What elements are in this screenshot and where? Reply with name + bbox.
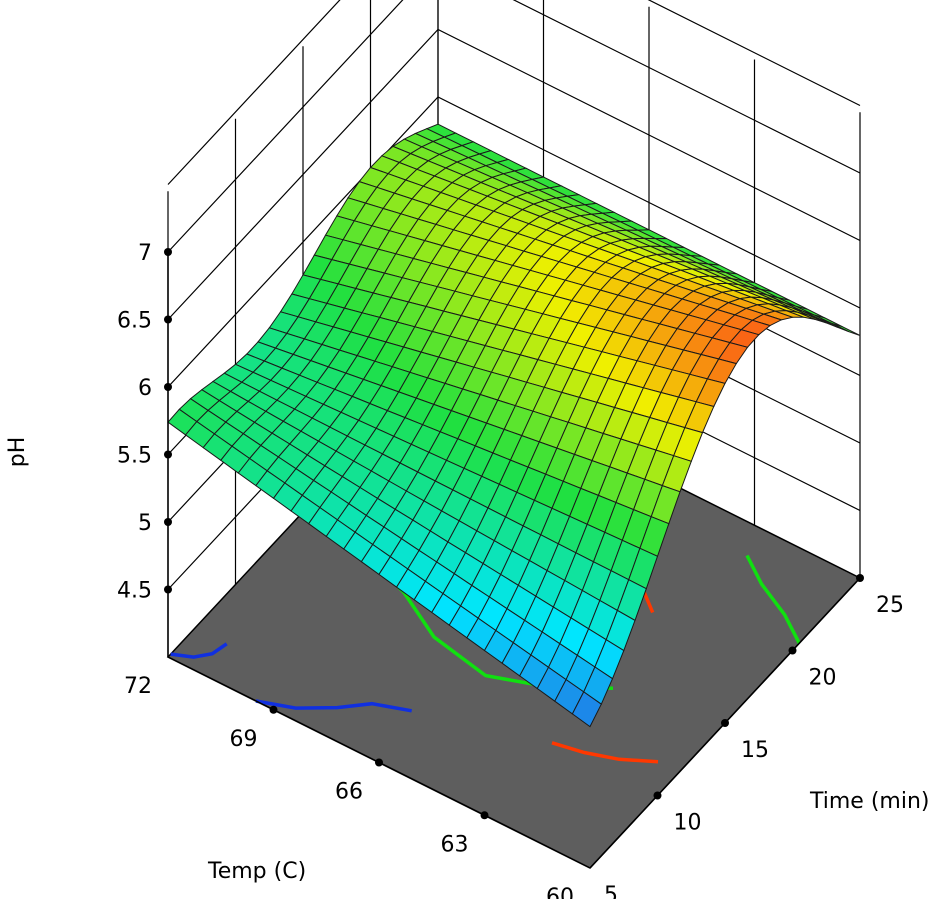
- time-tick: [788, 646, 797, 655]
- temp-tick-label: 63: [441, 832, 469, 857]
- temp-tick: [269, 705, 278, 714]
- time-tick-label: 25: [876, 593, 904, 618]
- wall-grid-line: [167, 28, 861, 320]
- z-tick: [164, 315, 172, 324]
- z-tick-label: 4.5: [117, 579, 152, 604]
- temp-tick-label: 60: [546, 885, 574, 899]
- surface-cell: [571, 691, 602, 728]
- wall-grid-line: [167, 0, 861, 185]
- wall-grid-line: [167, 96, 861, 388]
- z-tick: [164, 248, 172, 256]
- z-tick-label: 6: [138, 376, 152, 401]
- time-tick-label: 20: [809, 666, 837, 691]
- temp-tick-label: 66: [335, 780, 363, 805]
- contour-high: [551, 741, 659, 764]
- z-tick-label: 6.5: [117, 309, 152, 334]
- z-tick-label: 7: [138, 241, 152, 266]
- time-tick-label: 10: [674, 811, 702, 836]
- z-tick: [164, 450, 172, 459]
- time-tick: [721, 719, 729, 727]
- wall-grid-line: [167, 0, 861, 253]
- z-tick: [164, 518, 172, 526]
- z-tick-label: 5: [138, 511, 152, 536]
- contour-low: [170, 642, 228, 659]
- z-tick: [164, 585, 172, 594]
- y-axis-title: Temp (C): [207, 859, 306, 884]
- time-tick: [856, 574, 864, 582]
- x-axis-title: Time (min): [809, 789, 930, 814]
- z-axis-title: pH: [5, 437, 30, 468]
- temp-tick: [480, 811, 489, 820]
- axes: 4.5 5 5.5 6 6.5 7 60 63 66 69 72 5 10 15 20 25: [117, 241, 904, 899]
- time-tick-label: 15: [741, 738, 769, 763]
- response-surface: [167, 123, 861, 728]
- contour-mid: [745, 554, 801, 645]
- temp-tick: [375, 758, 383, 767]
- contour-low: [255, 699, 413, 713]
- z-tick: [164, 383, 172, 391]
- time-tick-label: 5: [604, 883, 618, 899]
- temp-tick-label: 72: [124, 674, 152, 699]
- temp-tick-label: 69: [230, 727, 258, 752]
- z-tick-label: 5.5: [117, 444, 152, 469]
- time-tick: [653, 791, 662, 800]
